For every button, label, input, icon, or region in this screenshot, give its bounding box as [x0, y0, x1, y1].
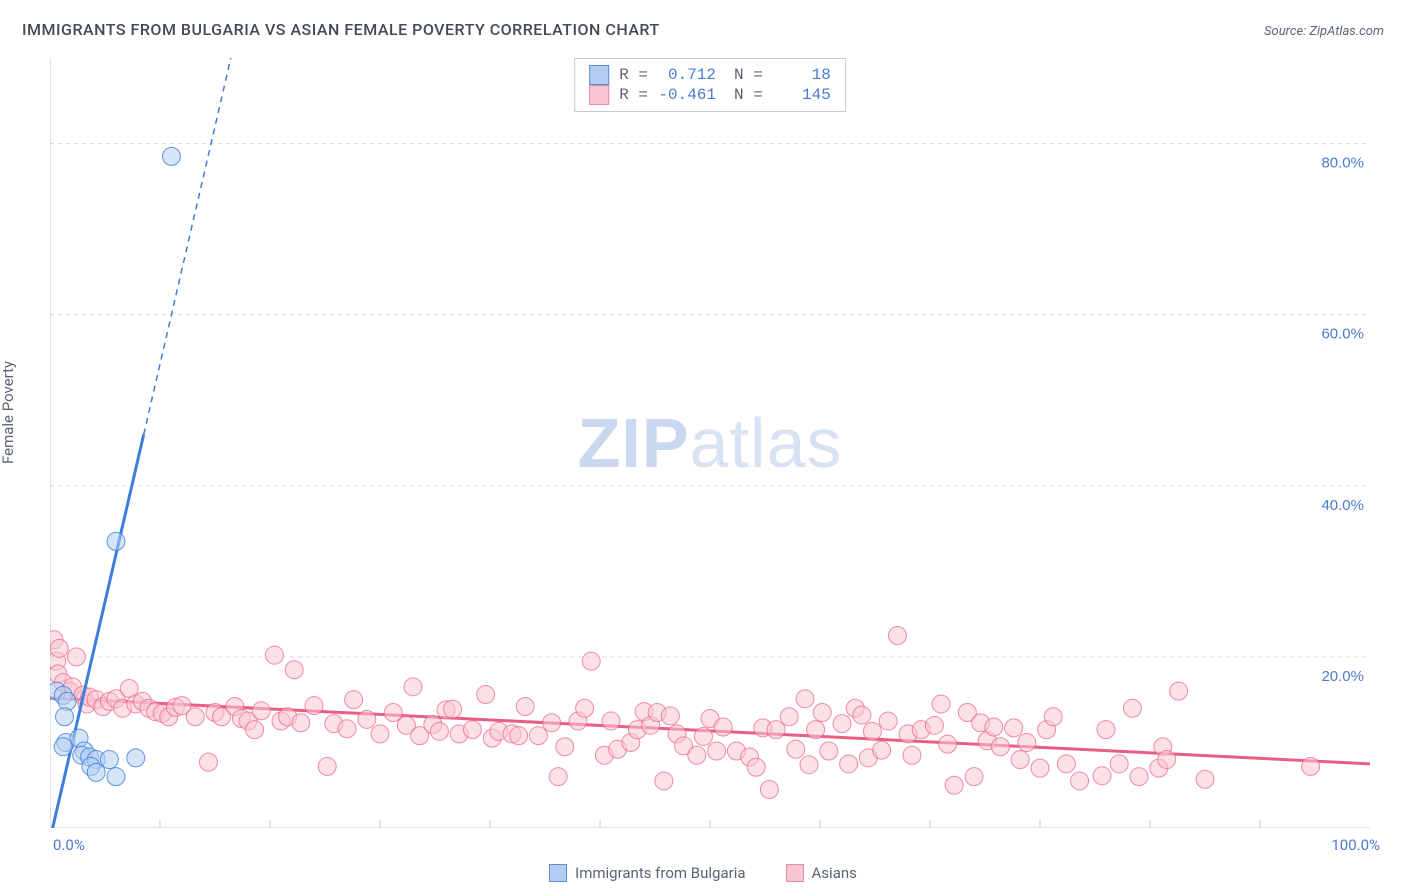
legend-label: Immigrants from Bulgaria	[575, 864, 745, 882]
x-min-label: 0.0%	[53, 836, 85, 854]
legend-entry-pink: Asians	[786, 864, 857, 882]
legend-label: Asians	[812, 864, 857, 882]
scatter-chart: 20.0% 40.0% 60.0% 80.0%	[50, 58, 1370, 828]
stats-row-blue: R = 0.712 N = 18	[589, 65, 831, 85]
svg-text:20.0%: 20.0%	[1321, 668, 1364, 685]
svg-text:80.0%: 80.0%	[1321, 155, 1364, 172]
stats-legend: R = 0.712 N = 18 R = -0.461 N = 145	[574, 58, 846, 112]
bottom-legend: Immigrants from Bulgaria Asians	[0, 864, 1406, 882]
y-axis-label: Female Poverty	[0, 361, 17, 464]
svg-text:60.0%: 60.0%	[1321, 326, 1364, 343]
chart-title: IMMIGRANTS FROM BULGARIA VS ASIAN FEMALE…	[22, 20, 660, 39]
svg-text:40.0%: 40.0%	[1321, 497, 1364, 514]
plot-area: ZIPatlas 20.0%40.0%60.0%80.0% R = 0.712 …	[50, 58, 1370, 828]
x-max-label: 100.0%	[1331, 836, 1380, 854]
source-label: Source: ZipAtlas.com	[1264, 24, 1384, 39]
stats-row-pink: R = -0.461 N = 145	[589, 85, 831, 105]
legend-entry-blue: Immigrants from Bulgaria	[549, 864, 745, 882]
